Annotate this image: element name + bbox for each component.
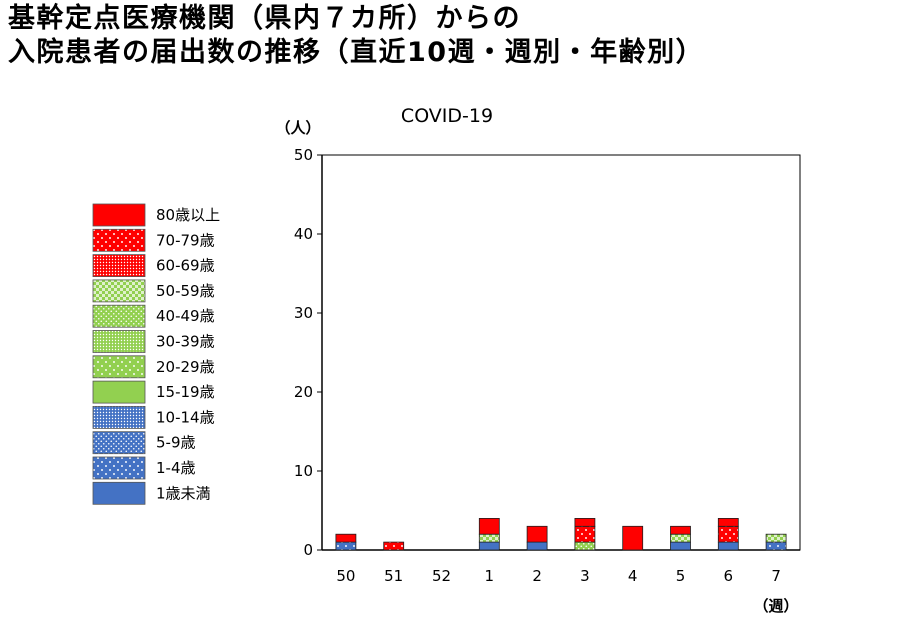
legend-label: 15-19歳 (156, 383, 215, 401)
legend-swatch (92, 254, 146, 278)
y-tick-label: 0 (303, 541, 313, 559)
legend: 80歳以上 70-79歳 60-69歳 50-59歳 40-49歳 30-39歳 20-29… (92, 203, 220, 505)
legend-label: 1-4歳 (156, 459, 196, 477)
bar-segment-week-5-series-8 (670, 533, 691, 543)
legend-swatch (92, 481, 146, 505)
x-tick-label: 50 (336, 567, 355, 585)
bar-segment-week-50-series-1 (335, 541, 357, 551)
plot-area: 0 10 20 30 40 50 50 51 52 1 2 3 4 5 6 7 (294, 146, 801, 585)
bars (335, 518, 787, 551)
y-tick-label: 30 (294, 304, 313, 322)
bar-segment-week-6-series-0 (717, 541, 739, 551)
legend-label: 70-79歳 (156, 231, 215, 249)
legend-label: 5-9歳 (156, 434, 196, 452)
x-tick-label: 2 (532, 567, 542, 585)
bar-segment-week-1-series-11 (478, 518, 500, 535)
legend-label: 10-14歳 (156, 408, 215, 426)
y-tick-label: 40 (294, 225, 313, 243)
bar-segment-week-50-series-11 (335, 533, 357, 543)
legend-item: 10-14歳 (92, 405, 215, 429)
legend-swatch (92, 456, 146, 480)
y-tick-label: 50 (294, 146, 313, 164)
legend-item: 1歳未満 (92, 481, 211, 505)
bar-segment-week-6-series-11 (717, 518, 739, 527)
legend-item: 80歳以上 (92, 203, 220, 227)
bar-segment-week-2-series-11 (526, 525, 548, 543)
bar-segment-week-51-series-10 (383, 541, 405, 551)
bar-segment-week-7-series-8 (765, 533, 787, 543)
x-tick-label: 3 (580, 567, 590, 585)
bar-segment-week-2-series-0 (526, 541, 548, 551)
legend-item: 15-19歳 (92, 380, 215, 404)
x-tick-label: 51 (384, 567, 403, 585)
bar-segment-week-5-series-11 (670, 525, 691, 535)
legend-item: 50-59歳 (92, 279, 215, 303)
legend-label: 1歳未満 (156, 484, 211, 502)
y-tick-label: 20 (294, 383, 313, 401)
bar-segment-week-3-series-10 (574, 525, 596, 543)
plot-frame (321, 154, 801, 551)
bar-segment-week-7-series-1 (765, 541, 787, 551)
legend-swatch (92, 203, 146, 227)
x-tick-label: 4 (628, 567, 638, 585)
legend-label: 20-29歳 (156, 358, 215, 376)
legend-label: 80歳以上 (156, 206, 220, 224)
legend-item: 30-39歳 (92, 330, 215, 353)
chart-title: COVID-19 (401, 105, 493, 127)
legend-swatch (92, 330, 146, 353)
x-tick-label: 7 (771, 567, 781, 585)
x-tick-label: 6 (724, 567, 734, 585)
legend-swatch (92, 279, 146, 303)
page-title-line-1: 基幹定点医療機関（県内７カ所）からの (8, 3, 521, 34)
y-axis: 0 10 20 30 40 50 (294, 146, 322, 559)
bar-segment-week-6-series-10 (717, 525, 739, 543)
x-axis-unit-label: （週） (753, 597, 798, 615)
y-axis-unit-label: （人） (275, 119, 320, 137)
bar-segment-week-1-series-0 (478, 541, 500, 551)
bar-segment-week-1-series-8 (478, 533, 500, 543)
legend-swatch (92, 380, 146, 404)
legend-swatch (92, 228, 146, 252)
legend-swatch (92, 405, 146, 429)
legend-swatch (92, 355, 146, 379)
page-title-line-2: 入院患者の届出数の推移（直近10週・週別・年齢別） (8, 37, 705, 68)
legend-label: 50-59歳 (156, 282, 215, 300)
x-tick-label: 5 (676, 567, 686, 585)
x-tick-label: 52 (432, 567, 451, 585)
y-tick-label: 10 (294, 462, 313, 480)
bar-segment-week-3-series-7 (574, 541, 596, 551)
legend-swatch (92, 431, 146, 455)
legend-item: 70-79歳 (92, 228, 215, 252)
x-axis: 50 51 52 1 2 3 4 5 6 7 (336, 567, 781, 585)
legend-label: 30-39歳 (156, 333, 215, 351)
bar-segment-week-5-series-0 (670, 541, 691, 551)
legend-swatch (92, 304, 146, 328)
legend-item: 20-29歳 (92, 355, 215, 379)
legend-item: 60-69歳 (92, 254, 215, 278)
legend-label: 40-49歳 (156, 307, 215, 325)
x-tick-label: 1 (485, 567, 495, 585)
legend-item: 40-49歳 (92, 304, 215, 328)
bar-segment-week-4-series-11 (622, 525, 644, 551)
legend-item: 1-4歳 (92, 456, 196, 480)
bar-segment-week-3-series-11 (574, 518, 596, 527)
legend-label: 60-69歳 (156, 257, 215, 275)
legend-item: 5-9歳 (92, 431, 196, 455)
